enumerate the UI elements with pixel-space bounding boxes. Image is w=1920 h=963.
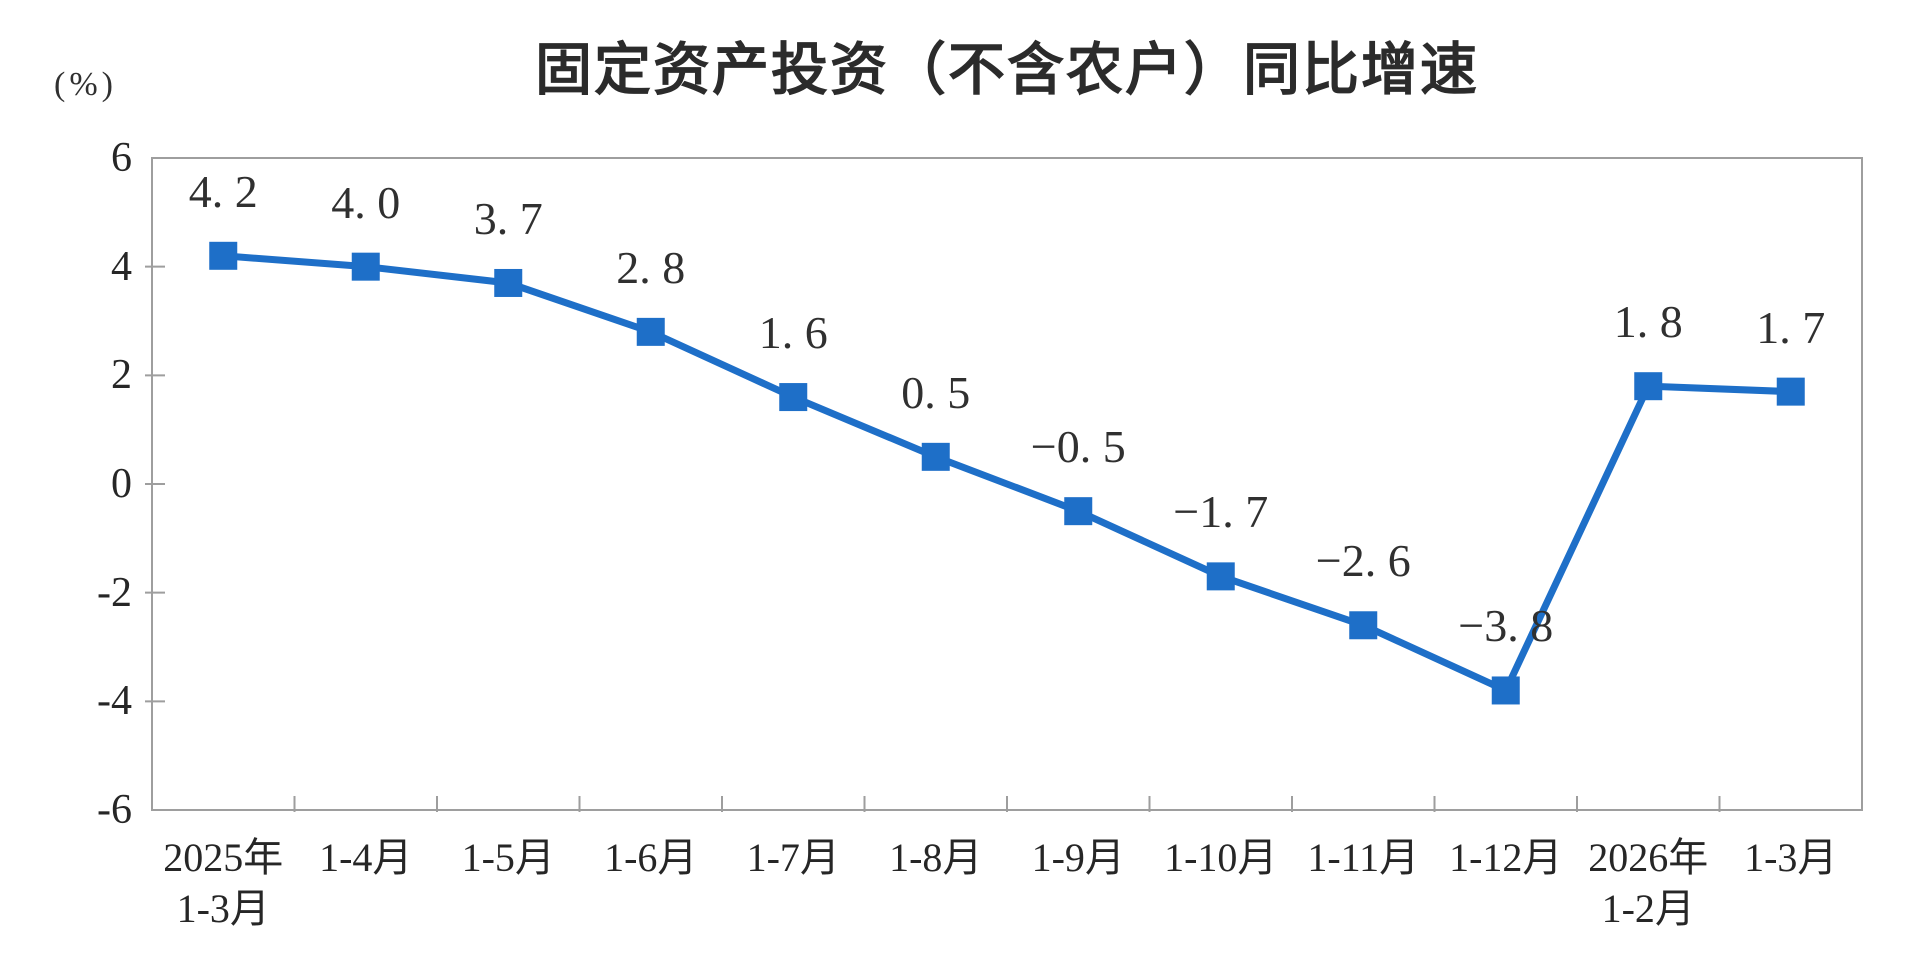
y-axis-label: -4: [97, 678, 132, 725]
data-point-marker: [779, 383, 808, 412]
y-axis-unit-label: (%): [54, 66, 117, 103]
data-label: 3. 7: [473, 192, 543, 244]
data-point-marker: [636, 317, 665, 346]
y-axis-label: 6: [111, 135, 132, 181]
x-axis-label: 1-11月: [1307, 835, 1420, 880]
x-axis-label: 1-9月: [1031, 835, 1125, 880]
data-point-marker: [494, 268, 523, 297]
data-label: −3. 8: [1458, 600, 1554, 652]
data-point-marker: [1206, 562, 1235, 591]
data-label: 2. 8: [616, 241, 686, 293]
y-axis-label: -6: [97, 787, 132, 833]
trend-line: [222, 252, 1791, 696]
y-axis-label: 2: [111, 352, 132, 399]
data-point-marker: [1491, 676, 1520, 705]
data-label: 1. 6: [758, 307, 828, 359]
x-axis-label: 2025年 1-3月: [163, 835, 284, 932]
data-label: −2. 6: [1315, 535, 1411, 587]
data-label: −1. 7: [1173, 486, 1269, 538]
data-label: 0. 5: [901, 366, 971, 418]
x-axis-label: 1-10月: [1164, 835, 1278, 880]
data-label: 1. 7: [1756, 301, 1826, 353]
data-point-marker: [1064, 497, 1093, 526]
data-point-marker: [1349, 611, 1378, 640]
data-label: 4. 0: [331, 176, 401, 228]
y-axis-label: 0: [111, 461, 132, 507]
x-axis-label: 1-5月: [461, 835, 555, 880]
x-axis-label: 2026年 1-2月: [1588, 835, 1709, 932]
chart-title: 固定资产投资（不含农户）同比增速: [535, 38, 1479, 102]
data-point-marker: [209, 241, 238, 270]
data-point-marker: [921, 442, 950, 471]
data-label: −0. 5: [1030, 421, 1126, 473]
y-axis-label: 4: [111, 243, 132, 290]
x-axis-label: 1-12月: [1449, 835, 1563, 880]
data-point-marker: [1634, 372, 1663, 401]
x-axis-label: 1-7月: [746, 835, 840, 880]
y-axis-label: -2: [97, 569, 132, 616]
data-label: 1. 8: [1613, 296, 1683, 348]
x-axis-label: 1-8月: [889, 835, 983, 880]
data-label: 4. 2: [188, 165, 258, 217]
x-axis-label: 1-4月: [319, 835, 413, 880]
data-point-marker: [1776, 377, 1805, 406]
data-point-marker: [351, 252, 380, 281]
x-axis-label: 1-6月: [604, 835, 698, 880]
x-axis-label: 1-3月: [1744, 835, 1838, 880]
